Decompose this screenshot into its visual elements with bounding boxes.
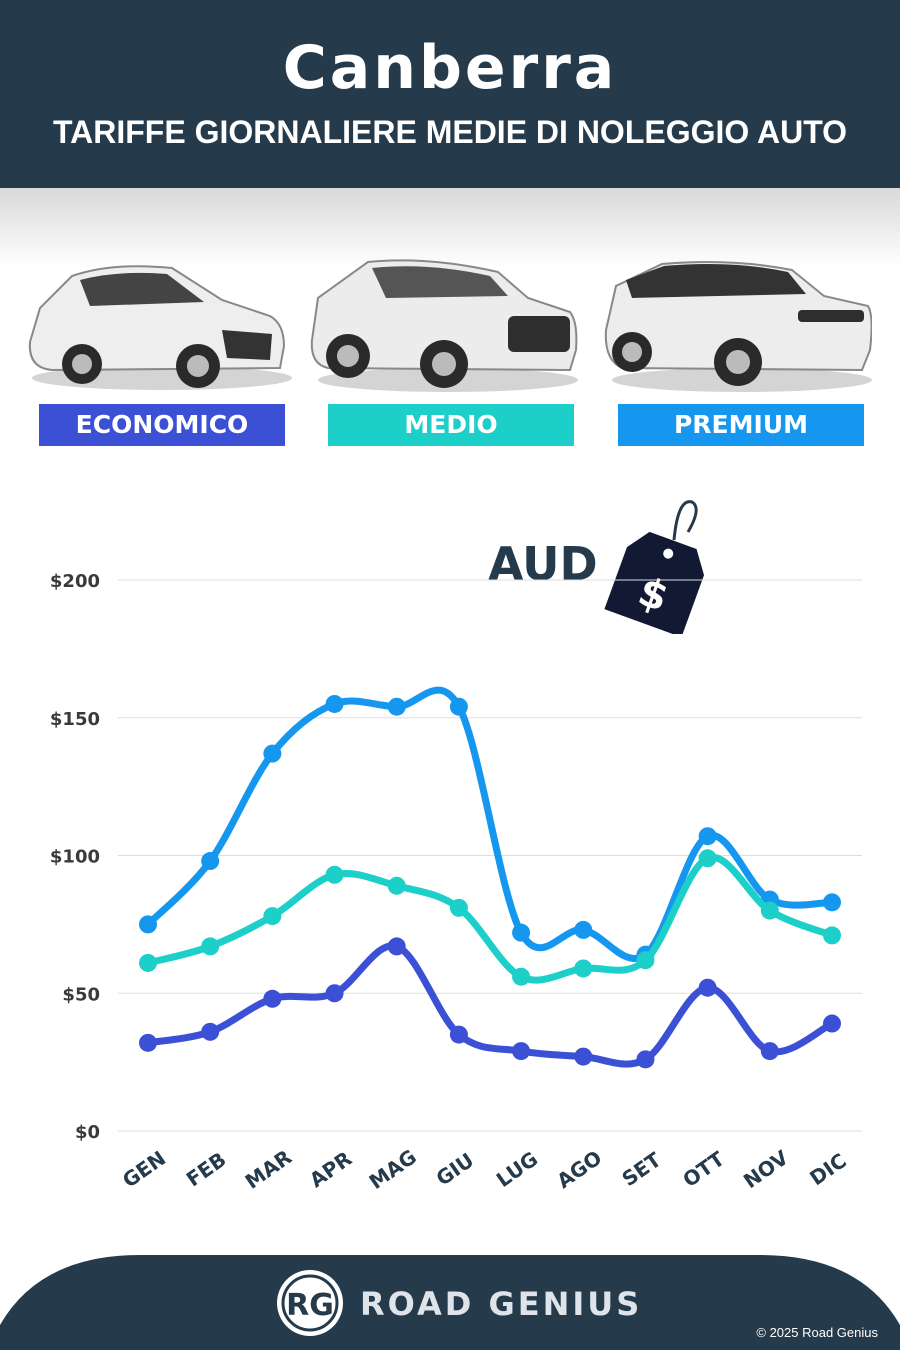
data-point-medio [139, 953, 157, 972]
data-point-economico [387, 937, 406, 956]
x-tick-label: GIU [432, 1148, 479, 1191]
data-point-medio [574, 959, 593, 978]
category-economico-badge: ECONOMICO [39, 404, 285, 446]
data-point-premium [823, 893, 841, 912]
currency-label: AUD [488, 537, 598, 591]
series-line-medio [144, 853, 836, 984]
data-point-medio [512, 967, 531, 986]
data-point-economico [139, 1033, 157, 1052]
series-line-premium [144, 686, 836, 962]
price-tag-icon: $ [604, 500, 705, 634]
data-point-economico [698, 978, 717, 997]
data-point-medio [449, 898, 468, 917]
x-tick-label: NOV [739, 1145, 793, 1193]
x-tick-label: GEN [118, 1146, 170, 1193]
page-title: Canberra [282, 33, 618, 103]
data-point-medio [325, 865, 344, 884]
data-point-economico [263, 989, 282, 1008]
line-chart: $0 $50 $100 $150 $200 GEN FEB MAR APR MAG GIU LUG AG… [50, 571, 862, 1194]
data-point-premium [139, 915, 157, 934]
data-point-economico [449, 1025, 468, 1044]
y-tick-label: $150 [50, 709, 100, 730]
data-point-economico [823, 1014, 841, 1033]
header-shadow [0, 188, 900, 268]
y-tick-label: $0 [75, 1122, 100, 1143]
data-point-medio [387, 876, 406, 895]
y-tick-label: $50 [62, 984, 100, 1005]
luxury-suv-car-icon [604, 261, 872, 392]
data-point-medio [760, 901, 779, 920]
data-point-premium [263, 744, 282, 763]
x-tick-label: AGO [552, 1145, 606, 1193]
data-point-premium [449, 697, 468, 716]
data-point-medio [636, 951, 655, 970]
series-line-economico [144, 942, 836, 1068]
data-point-economico [325, 984, 344, 1003]
x-tick-label: LUG [492, 1147, 542, 1192]
data-point-premium [387, 697, 406, 716]
data-point-medio [263, 907, 282, 926]
category-premium-badge: PREMIUM [618, 404, 864, 446]
data-point-economico [636, 1050, 655, 1069]
header: Canberra TARIFFE GIORNALIERE MEDIE DI NO… [0, 0, 900, 188]
x-tick-label: MAG [365, 1145, 421, 1194]
data-point-premium [325, 694, 344, 713]
data-point-medio [201, 937, 220, 956]
x-tick-label: FEB [182, 1147, 231, 1191]
category-medio-badge: MEDIO [328, 404, 574, 446]
data-point-premium [574, 920, 593, 939]
x-tick-label: OTT [678, 1146, 729, 1192]
page-subtitle: TARIFFE GIORNALIERE MEDIE DI NOLEGGIO AU… [52, 114, 848, 150]
data-point-medio [823, 926, 841, 945]
suv-car-icon [310, 259, 578, 392]
hatchback-car-icon [28, 265, 292, 390]
footer: RG [0, 1255, 900, 1350]
data-point-economico [760, 1042, 779, 1061]
x-tick-label: DIC [805, 1148, 850, 1190]
x-tick-label: APR [305, 1146, 356, 1192]
x-tick-label: MAR [241, 1145, 296, 1194]
data-point-economico [574, 1047, 593, 1066]
data-point-premium [201, 852, 220, 871]
copyright: © 2025 Road Genius [756, 1325, 878, 1340]
data-point-premium [698, 827, 717, 846]
y-tick-label: $100 [50, 847, 100, 868]
data-point-economico [512, 1042, 531, 1061]
data-point-premium [512, 923, 531, 942]
brand-name: ROAD GENIUS [360, 1285, 643, 1323]
data-point-economico [201, 1022, 220, 1041]
x-tick-label: SET [617, 1147, 665, 1191]
data-point-medio [698, 849, 717, 868]
road-genius-logo: RG [286, 1288, 334, 1323]
y-tick-label: $200 [50, 571, 100, 592]
